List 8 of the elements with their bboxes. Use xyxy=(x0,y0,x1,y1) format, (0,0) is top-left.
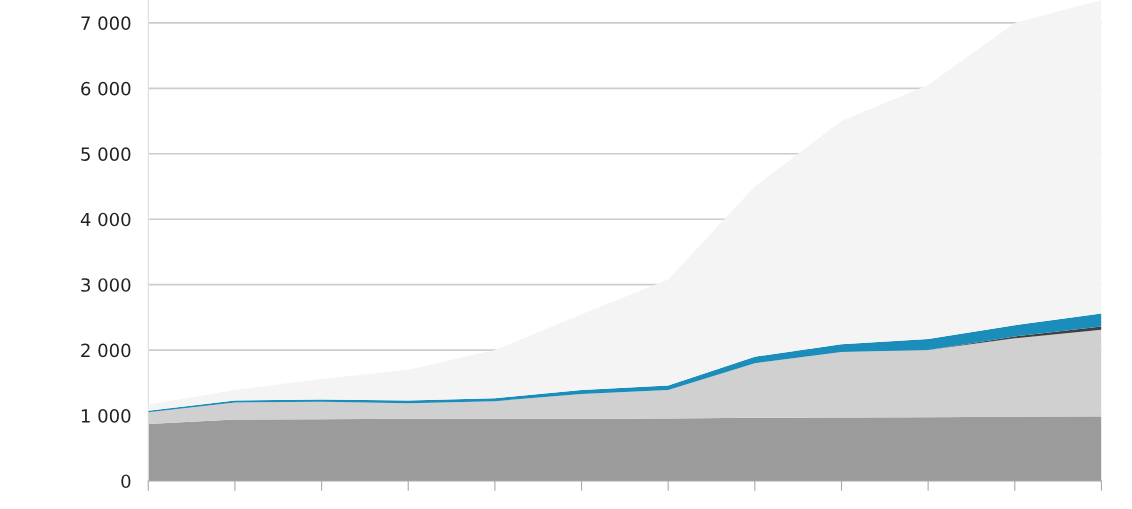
y-tick-label: 3 000 xyxy=(81,278,131,292)
y-tick-label: 4 000 xyxy=(80,212,131,227)
y-tick-label: 5 000 xyxy=(81,147,131,161)
y-tick-label: 7 000 xyxy=(81,16,131,31)
y-tick-label: 1 000 xyxy=(81,409,131,423)
y-tick-label: 2 000 xyxy=(81,343,131,358)
y-tick-label: 6 000 xyxy=(81,81,131,96)
y-tick-label: 0 xyxy=(121,474,131,489)
